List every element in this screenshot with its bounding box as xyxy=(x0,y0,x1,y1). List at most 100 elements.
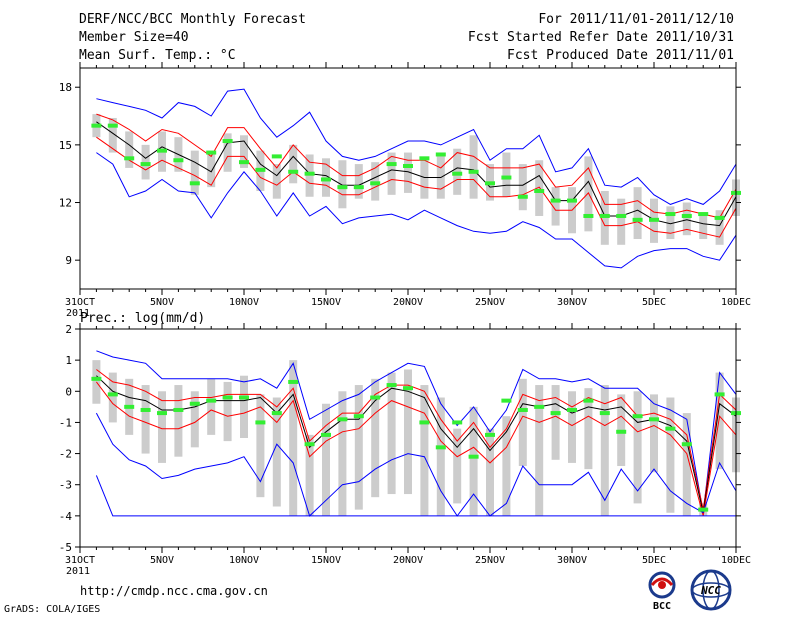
panel2-spread-box xyxy=(535,385,544,516)
panel2-obs-marker xyxy=(157,411,167,416)
ncc-logo: NCC xyxy=(690,569,732,611)
panel1-spread-box xyxy=(617,198,626,245)
panel1-x-tick-label: 15NOV xyxy=(311,297,341,308)
panel2-obs-marker xyxy=(599,411,610,416)
panel1-spread-box xyxy=(354,164,363,199)
panel1-obs-marker xyxy=(665,212,676,217)
panel1-obs-marker xyxy=(370,181,381,186)
panel2-line-max xyxy=(96,350,737,513)
panel1-obs-marker xyxy=(468,169,479,174)
variable-label: Mean Surf. Temp.: °C xyxy=(79,48,236,63)
panel2-x-tick-label: 31OCT xyxy=(65,555,95,566)
panel2-obs-marker xyxy=(337,417,348,422)
panel1-obs-marker xyxy=(567,198,577,203)
panel1-obs-marker xyxy=(681,213,692,218)
panel2-obs-marker xyxy=(271,411,282,416)
panel1-spread-box xyxy=(682,202,691,236)
panel1-obs-marker xyxy=(485,181,495,186)
panel2-spread-box xyxy=(453,428,462,504)
panel1-obs-marker xyxy=(255,167,266,172)
panel2-obs-marker xyxy=(386,383,397,388)
panel2-obs-marker xyxy=(583,398,594,403)
panel2-x-tick-label: 15NOV xyxy=(311,555,341,566)
panel1-line-upper xyxy=(96,113,737,219)
panel2-spread-box xyxy=(190,391,199,448)
panel1-line-max xyxy=(96,88,737,205)
panel1-obs-marker xyxy=(337,185,348,190)
panel2-spread-box xyxy=(256,394,265,498)
panel1-obs-marker xyxy=(386,162,397,167)
panel1-obs-marker xyxy=(206,150,217,155)
panel1-spread-box xyxy=(404,152,412,193)
chart-title: DERF/NCC/BCC Monthly Forecast xyxy=(79,12,306,27)
panel1-spread-box xyxy=(518,164,527,211)
panel1-line-min xyxy=(96,152,737,269)
panel1-obs-marker xyxy=(140,162,151,167)
panel2-obs-marker xyxy=(435,445,446,450)
panel2-obs-marker xyxy=(501,398,512,403)
panel2-y-tick-label: -4 xyxy=(59,510,73,523)
panel2-spread-box xyxy=(158,391,166,463)
panel1-obs-marker xyxy=(517,194,528,199)
panel2-y-tick-label: -5 xyxy=(59,541,72,554)
panel1-spread-box xyxy=(699,214,708,240)
panel1-x-tick-label: 31OCT xyxy=(65,297,95,308)
panel2-spread-box xyxy=(650,394,658,473)
panel2-obs-marker xyxy=(681,442,692,447)
panel2-obs-marker xyxy=(534,404,545,409)
panel1-spread-box xyxy=(125,131,134,168)
panel2-spread-box xyxy=(420,385,429,516)
panel1-y-tick-label: 18 xyxy=(59,81,72,94)
panel1-x-tick-label: 5DEC xyxy=(642,297,666,308)
panel2-spread-box xyxy=(305,434,314,516)
panel2-x-tick-label: 10NOV xyxy=(229,555,259,566)
bcc-logo-text: BCC xyxy=(653,601,671,611)
panel1-spread-box xyxy=(502,152,511,197)
panel2-obs-marker xyxy=(304,442,315,447)
panel1-obs-marker xyxy=(698,212,709,217)
panel1-obs-marker xyxy=(599,213,610,218)
panel2-x-tick-label: 20NOV xyxy=(393,555,423,566)
grads-credit: GrADS: COLA/IGES xyxy=(4,604,101,615)
panel2-obs-marker xyxy=(698,507,709,512)
panel2-line-mean xyxy=(96,375,737,513)
panel2-obs-marker xyxy=(665,426,676,431)
panel2-obs-marker xyxy=(353,414,364,419)
panel1-y-tick-label: 15 xyxy=(59,139,72,152)
panel2-obs-marker xyxy=(567,407,577,412)
panel2-y-tick-label: 1 xyxy=(65,354,72,367)
panel2-obs-marker xyxy=(485,432,495,437)
source-url[interactable]: http://cmdp.ncc.cma.gov.cn xyxy=(80,584,268,598)
panel2-spread-box xyxy=(387,372,396,495)
panel2-x-tick-label: 10DEC xyxy=(721,555,751,566)
panel1-line-mean xyxy=(96,121,737,227)
panel1-obs-marker xyxy=(583,213,594,218)
panel1-spread-box xyxy=(240,135,248,168)
panel2-spread-box xyxy=(715,372,724,470)
panel1-obs-marker xyxy=(550,198,561,203)
panel1-x-tick-label: 30NOV xyxy=(557,297,587,308)
panel2-obs-marker xyxy=(419,420,430,425)
panel1-spread-box xyxy=(469,135,478,199)
panel2-obs-marker xyxy=(452,420,463,425)
panel1-spread-box xyxy=(535,160,544,216)
panel2-obs-marker xyxy=(517,407,528,412)
panel1-spread-box xyxy=(338,160,347,209)
panel2-spread-box xyxy=(371,378,380,498)
forecast-produced-date: Fcst Produced Date 2011/11/01 xyxy=(507,48,734,63)
panel1-obs-marker xyxy=(452,171,463,176)
panel2-spread-box xyxy=(141,385,150,454)
panel2-spread-box xyxy=(568,391,576,463)
panel2-y-tick-label: 0 xyxy=(65,385,72,398)
panel2-spread-box xyxy=(289,360,298,516)
panel1-obs-marker xyxy=(288,169,299,174)
panel2-obs-marker xyxy=(173,407,184,412)
panel2-obs-marker xyxy=(616,429,627,434)
panel1-x-tick-label: 20NOV xyxy=(393,297,423,308)
panel2-spread-box xyxy=(223,381,232,442)
panel1-obs-marker xyxy=(435,152,446,157)
panel2-spread-box xyxy=(174,385,183,457)
panel1-spread-box xyxy=(666,206,675,240)
panel2-obs-marker xyxy=(239,395,249,400)
panel1-spread-box xyxy=(551,187,560,226)
